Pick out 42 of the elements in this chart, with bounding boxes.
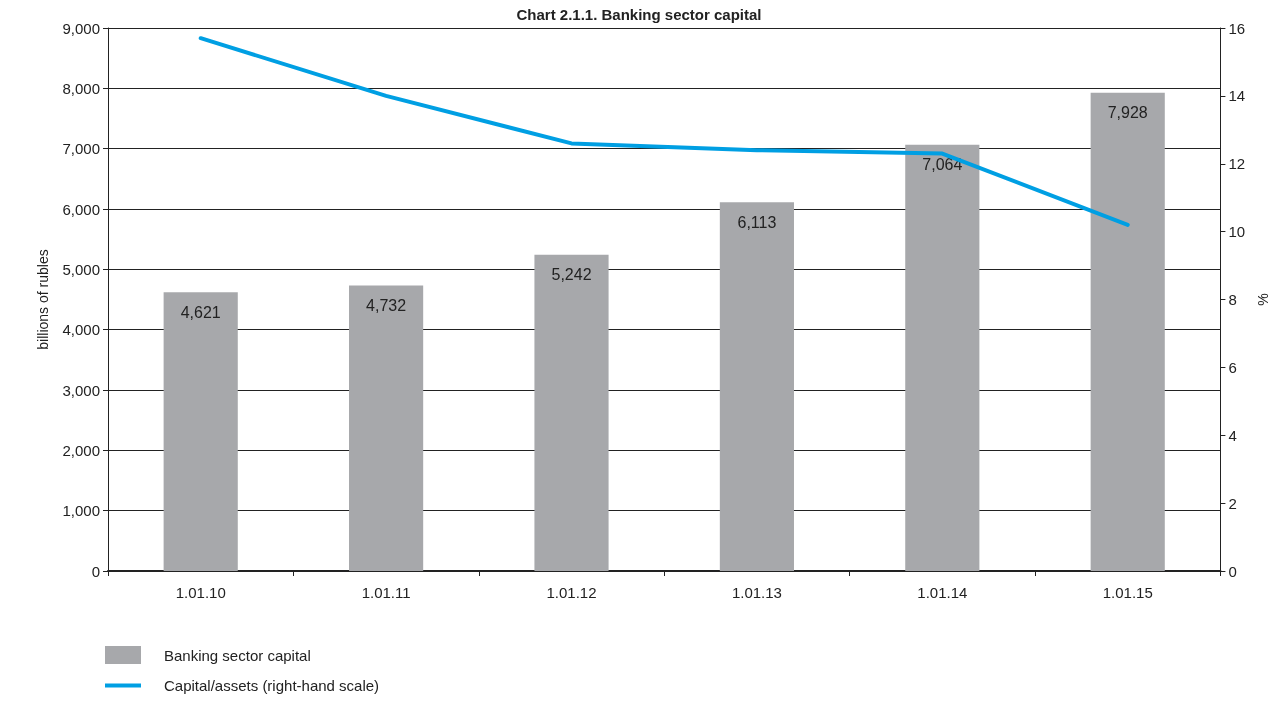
y-axis-title: billions of rubles [35,249,51,350]
chart-title: Chart 2.1.1. Banking sector capital [516,6,762,23]
data-label: 4,621 [180,303,221,321]
bar [905,144,980,571]
data-label: 4,732 [366,297,407,314]
legend-label: Banking sector capital [164,646,311,664]
y2-axis-title: % [1255,293,1271,306]
bar [163,292,238,571]
y2-tick-label: 8 [1228,291,1237,308]
y-tick-label: 1,000 [62,502,100,520]
y-tick-label: 6,000 [62,200,100,218]
x-tick-label: 1.01.10 [175,584,226,601]
x-tick-label: 1.01.15 [1102,584,1153,601]
bar [349,285,424,571]
y-tick-label: 0 [91,562,100,580]
legend-label: Capital/assets (right-hand scale) [164,677,380,694]
y2-tick-label: 4 [1228,426,1237,444]
x-tick-label: 1.01.12 [546,584,597,601]
y-tick-label: 3,000 [62,381,100,399]
y2-tick-label: 2 [1228,494,1237,512]
y2-tick-label: 10 [1228,223,1246,241]
x-tick-label: 1.01.14 [917,584,968,601]
y-tick-label: 5,000 [62,260,100,278]
bar [534,254,609,571]
y2-tick-label: 16 [1228,19,1246,37]
data-label: 6,113 [737,213,777,231]
y-tick-label: 8,000 [62,79,100,97]
bar [1090,92,1165,571]
data-label: 7,928 [1107,104,1148,122]
x-tick-label: 1.01.13 [731,584,782,601]
y2-tick-label: 12 [1228,155,1246,173]
y-tick-label: 9,000 [62,19,100,37]
y2-tick-label: 14 [1228,87,1246,105]
y-tick-label: 7,000 [62,140,100,158]
data-label: 7,064 [922,156,963,174]
bar [719,202,794,571]
y2-tick-label: 6 [1228,358,1237,376]
x-tick-label: 1.01.11 [361,584,411,601]
y-tick-label: 2,000 [62,441,100,459]
y2-tick-label: 0 [1228,562,1237,580]
y-tick-label: 4,000 [62,321,100,339]
data-label: 5,242 [551,266,592,284]
